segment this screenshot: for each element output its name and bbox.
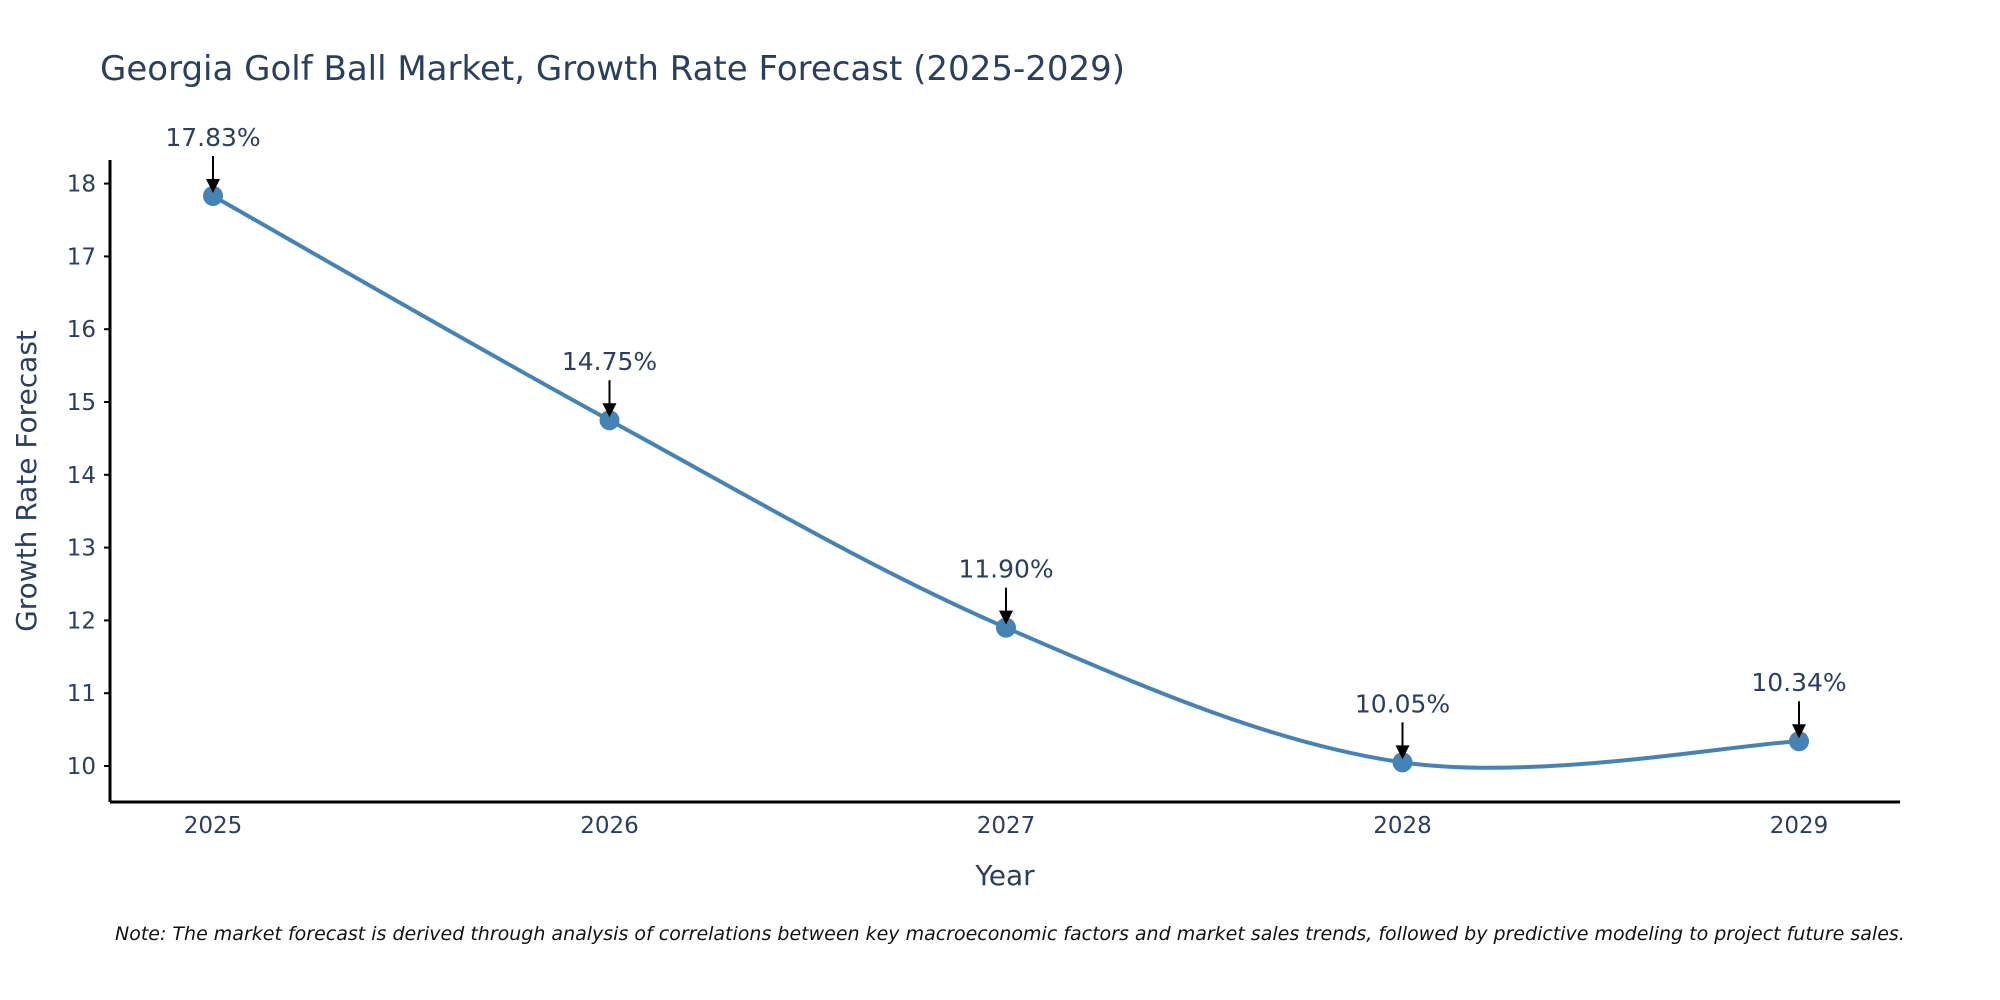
data-point bbox=[1392, 752, 1413, 773]
data-label: 10.05% bbox=[1355, 689, 1450, 718]
data-label: 11.90% bbox=[958, 555, 1053, 584]
annotation-arrowhead bbox=[206, 178, 220, 193]
annotation-arrowhead bbox=[602, 403, 617, 418]
x-tick-label: 2025 bbox=[184, 813, 243, 839]
data-label: 14.75% bbox=[562, 347, 657, 376]
data-point bbox=[996, 617, 1016, 638]
annotation-arrowhead bbox=[1395, 745, 1410, 760]
data-point bbox=[599, 410, 620, 431]
y-tick-label: 12 bbox=[67, 608, 96, 634]
chart-title: Georgia Golf Ball Market, Growth Rate Fo… bbox=[100, 49, 1125, 89]
data-point bbox=[203, 185, 223, 206]
data-points bbox=[203, 185, 1809, 773]
x-axis-ticks: 2025 2026 2027 2028 2029 bbox=[184, 813, 1829, 839]
x-tick-label: 2027 bbox=[977, 813, 1036, 839]
data-label: 10.34% bbox=[1751, 668, 1846, 697]
y-tick-label: 15 bbox=[67, 390, 96, 416]
y-tick-label: 10 bbox=[67, 754, 96, 780]
annotation-arrowhead bbox=[999, 610, 1013, 625]
x-tick-label: 2029 bbox=[1770, 813, 1829, 839]
x-tick-label: 2026 bbox=[580, 813, 639, 839]
y-tick-label: 16 bbox=[67, 317, 96, 343]
y-axis-title: Growth Rate Forecast bbox=[10, 330, 43, 632]
data-annotations: 17.83% 14.75% 11.90% 10.05% 10.34% bbox=[165, 123, 1847, 760]
x-tick-label: 2028 bbox=[1373, 813, 1432, 839]
y-axis-ticks: 10 11 12 13 14 15 16 17 18 bbox=[67, 172, 110, 780]
footnote: Note: The market forecast is derived thr… bbox=[115, 923, 1905, 945]
annotation-arrowhead bbox=[1792, 724, 1806, 739]
x-axis-title: Year bbox=[974, 859, 1035, 892]
data-label: 17.83% bbox=[165, 123, 260, 152]
y-tick-label: 17 bbox=[67, 244, 96, 270]
y-tick-label: 18 bbox=[67, 172, 96, 198]
y-tick-label: 11 bbox=[67, 681, 96, 707]
series-line bbox=[212, 194, 1800, 770]
y-tick-label: 13 bbox=[67, 536, 96, 562]
y-tick-label: 14 bbox=[67, 463, 96, 489]
data-point bbox=[1789, 731, 1809, 752]
